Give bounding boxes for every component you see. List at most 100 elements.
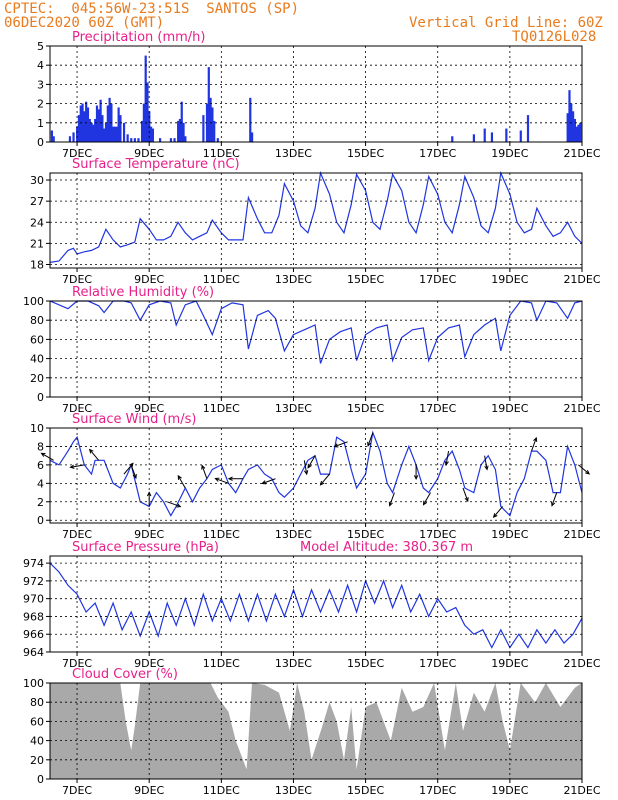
precipitation-y-tick-label: 0: [37, 136, 44, 149]
precip-bar: [178, 118, 182, 142]
precipitation-x-tick-label: 11DEC: [203, 147, 240, 160]
precip-bar: [526, 115, 530, 142]
precip-bar: [169, 138, 173, 142]
wind-arrow: [307, 455, 316, 469]
precipitation-x-tick-label: 15DEC: [347, 147, 384, 160]
cloud-cover-y-tick-label: 60: [30, 715, 44, 728]
wind-arrow: [462, 487, 469, 503]
cloud-cover-x-tick-label: 9DEC: [134, 784, 164, 797]
humidity-y-tick-label: 0: [37, 391, 44, 404]
precip-bar: [79, 105, 82, 142]
wind-arrow-head: [422, 500, 428, 506]
precip-bar: [68, 136, 72, 142]
wind-arrow-head: [464, 497, 469, 503]
cloud-cover-area: [50, 683, 582, 779]
pressure-x-tick-label: 17DEC: [419, 657, 456, 670]
precip-bar: [76, 126, 79, 142]
pressure-y-tick-label: 972: [23, 575, 44, 588]
humidity-panel: [49, 300, 583, 364]
pressure-subtitle: Model Altitude: 380.367 m: [300, 540, 473, 555]
precip-bar: [202, 115, 205, 142]
cloud-cover-x-tick-label: 21DEC: [563, 784, 600, 797]
humidity-y-tick-label: 60: [30, 333, 44, 346]
precipitation-x-tick-label: 17DEC: [419, 147, 456, 160]
temperature-x-tick-label: 7DEC: [62, 273, 92, 286]
precip-bar: [86, 107, 90, 142]
wind-arrow-shaft: [334, 441, 348, 448]
temperature-y-tick-label: 21: [30, 237, 44, 250]
wind-arrow-shaft: [578, 464, 590, 475]
wind-y-tick-label: 10: [30, 422, 44, 435]
pressure-line: [49, 562, 583, 649]
wind-arrow: [177, 474, 186, 489]
precip-bar: [519, 130, 522, 142]
precip-bar: [101, 115, 104, 142]
pressure-x-tick-label: 13DEC: [275, 657, 312, 670]
wind-arrow-head: [88, 448, 94, 454]
temperature-x-tick-label: 17DEC: [419, 273, 456, 286]
wind-arrow-shaft: [493, 506, 504, 518]
wind-arrow: [261, 478, 276, 485]
precipitation-x-tick-label: 21DEC: [563, 147, 600, 160]
precip-bar: [472, 134, 475, 142]
precip-bar: [207, 67, 210, 142]
temperature-y-tick-label: 30: [30, 174, 44, 187]
cloud-cover-frame: [49, 682, 583, 780]
precip-bar: [173, 138, 176, 142]
wind-arrow: [333, 441, 348, 448]
wind-x-tick-label: 19DEC: [491, 528, 528, 541]
wind-x-tick-label: 21DEC: [563, 528, 600, 541]
cloud-cover-title: Cloud Cover (%): [72, 667, 178, 682]
wind-arrow: [531, 436, 538, 452]
precip-bar: [182, 122, 185, 142]
precipitation-x-tick-label: 19DEC: [491, 147, 528, 160]
wind-arrow-shaft: [462, 487, 469, 502]
precip-bar: [52, 136, 55, 142]
wind-arrow-shaft: [307, 455, 316, 469]
temperature-x-tick-label: 9DEC: [134, 273, 164, 286]
pressure-x-tick-label: 11DEC: [203, 657, 240, 670]
precip-bar: [83, 111, 86, 142]
wind-arrow: [167, 501, 182, 508]
humidity-frame: [49, 300, 583, 398]
temperature-x-tick-label: 19DEC: [491, 273, 528, 286]
cloud-cover-x-tick-label: 15DEC: [347, 784, 384, 797]
temperature-y-tick-label: 18: [30, 258, 44, 271]
header-right-line2: TQ0126L028: [512, 29, 597, 45]
humidity-title: Relative Humidity (%): [72, 285, 214, 300]
wind-arrow-shaft: [167, 501, 181, 508]
precipitation-x-tick-label: 7DEC: [62, 147, 92, 160]
cloud-cover-y-tick-label: 100: [23, 677, 44, 690]
wind-arrow-head: [146, 491, 152, 497]
wind-arrow-shaft: [423, 492, 431, 505]
precip-bar: [88, 118, 91, 142]
humidity-x-tick-label: 11DEC: [203, 402, 240, 415]
humidity-x-tick-label: 19DEC: [491, 402, 528, 415]
wind-x-tick-label: 15DEC: [347, 528, 384, 541]
precipitation-frame: [49, 45, 583, 143]
precipitation-x-tick-label: 13DEC: [275, 147, 312, 160]
precip-bar: [122, 122, 126, 142]
wind-arrow-head: [69, 464, 75, 469]
pressure-frame: [49, 555, 583, 653]
precip-bar: [249, 97, 252, 142]
precip-bar: [90, 122, 93, 142]
precip-bar: [92, 124, 95, 142]
precip-bar: [209, 97, 212, 142]
precip-bar: [159, 138, 162, 142]
precip-bar: [97, 109, 100, 142]
wind-title: Surface Wind (m/s): [72, 412, 196, 427]
wind-line: [49, 430, 583, 517]
wind-arrow: [227, 476, 243, 481]
wind-arrow-head: [227, 476, 233, 481]
wind-arrow: [88, 448, 100, 461]
wind-arrow-head: [40, 452, 46, 457]
wind-arrow-shaft: [201, 465, 208, 479]
wind-arrow-head: [492, 513, 498, 519]
precip-bar: [177, 120, 180, 142]
wind-arrow-shaft: [89, 449, 100, 461]
pressure-title: Surface Pressure (hPa): [72, 540, 219, 555]
precipitation-y-tick-label: 4: [37, 59, 44, 72]
wind-x-tick-label: 7DEC: [62, 528, 92, 541]
